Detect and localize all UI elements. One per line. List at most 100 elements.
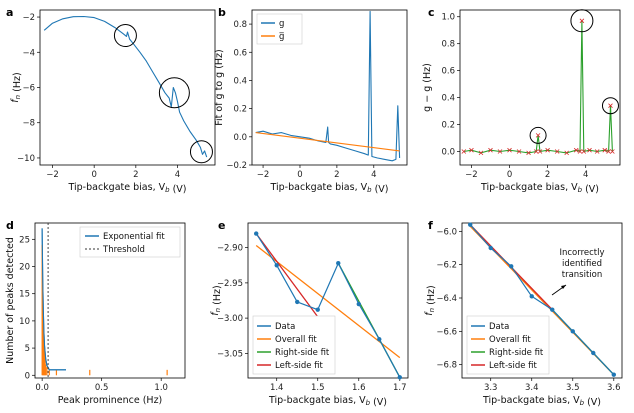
panel-letter: e [218,219,225,232]
x-tick-label: 3.5 [566,383,580,393]
y-tick-label: −2.95 [217,279,243,289]
x-marker [488,147,493,153]
legend-label: Overall fit [275,335,317,345]
plot-frame [251,9,408,166]
x-tick-label: 3.3 [484,383,498,393]
fit-line [255,233,319,318]
y-tick-label: 20 [19,263,30,273]
y-tick-label: 0.8 [233,20,247,30]
x-marker [545,147,550,153]
y-tick-label: 0.6 [441,67,455,77]
y-tick-label: 1.0 [441,13,455,23]
panel-c: −2 0 2 4 0.0 0.2 0.4 0.6 0.8 1.0 Tip-backgate bias… [422,6,621,195]
y-tick-label: −6 [22,84,35,94]
x-marker [577,149,583,154]
legend: Data Overall fit Right-side fit Left-side f… [466,315,550,375]
x-tick-label: 1.0 [154,383,168,393]
x-marker [594,149,600,154]
x-marker [516,149,522,154]
highlight-circle [113,24,137,48]
panel-letter: d [6,219,14,232]
y-tick-label: −6.0 [436,227,457,237]
x-tick-label: 4 [583,170,588,180]
y-tick-label: 0.0 [441,148,455,158]
y-tick-label: −6.4 [436,294,457,304]
y-tick-label: −8 [22,119,35,129]
data-point [529,294,534,299]
x-tick-label: 0 [91,170,96,180]
panel-b: −2 0 2 4 −0.2 0.0 0.2 0.4 0.6 0.8 Tip-backgate bia… [214,6,408,195]
data-point [274,263,279,268]
plot-frame [461,222,623,379]
data-point [295,299,300,305]
data-point [550,307,555,312]
legend-label: Right-side fit [275,348,330,358]
x-tick-label: −2 [257,170,270,180]
x-marker [497,149,503,154]
x-axis-label: Tip-backgate bias, Vb (V) [482,395,601,408]
y-tick-label: 5 [25,344,30,354]
y-tick-label: −2 [22,13,35,23]
legend-label: Left-side fit [275,361,324,371]
x-marker [554,149,560,154]
data-point [377,337,382,342]
x-marker [526,150,531,156]
legend-label: Overall fit [489,335,531,345]
x-marker [461,149,467,154]
x-tick-label: 0.5 [95,383,109,393]
panel-d: 0.0 0.5 1.0 0 5 10 15 20 25 Peak prominence (Hz) N… [5,219,186,406]
x-marker [533,149,539,154]
x-tick-label: 1.4 [270,383,284,393]
x-axis-label: Peak prominence (Hz) [58,395,163,406]
x-marker [564,150,569,156]
y-tick-label: 25 [19,235,30,245]
data-point [397,375,402,380]
y-tick-label: −3.05 [217,349,243,359]
plot-frame [34,222,186,379]
y-tick-label: −10 [17,154,35,164]
x-tick-label: −2 [46,170,59,180]
x-marker [537,149,543,154]
peak-circle [529,126,547,144]
x-tick-label: 3.6 [607,383,621,393]
y-tick-label: 0.4 [441,94,455,104]
panel-f: 3.3 3.4 3.5 3.6 −6.0 −6.2 −6.4 −6.6 −6.8 Tip-back… [424,219,623,408]
data-point [488,245,493,251]
series-line [255,132,400,152]
legend: Data Overall fit Right-side fit Left-side f… [252,315,336,375]
annotation-text: Incorrectly [559,248,604,258]
fit-line [255,244,401,359]
legend-box [256,13,303,45]
y-axis-label: fn (Hz) [10,72,23,102]
plot-frame [459,9,621,166]
y-tick-label: −6.2 [436,261,457,271]
legend-label: Exponential fit [103,232,165,242]
x-marker [587,147,592,153]
x-tick-label: 1.6 [352,383,366,393]
data-point [336,260,341,266]
legend: Exponential fit Threshold [79,226,181,258]
data-line [469,224,615,376]
x-tick-label: −2 [465,170,478,180]
data-line [255,233,401,378]
x-axis-label: Tip-backgate bias, Vb (V) [480,182,599,195]
x-marker [606,149,611,154]
data-point [356,301,361,307]
panel-letter: b [218,6,226,19]
data-point [315,307,320,312]
series-line [463,20,613,154]
y-tick-label: 0.2 [441,121,455,131]
legend-label: g [279,19,284,29]
series-line [255,10,401,162]
series-line [43,15,208,158]
annotation-text: transition [562,270,603,280]
x-tick-label: 0 [297,170,302,180]
y-tick-label: 10 [19,317,30,327]
data-point [509,264,514,269]
x-tick-label: 0 [507,170,512,180]
legend-box [79,226,181,258]
x-axis-label: Tip-backgate bias, Vb (V) [270,182,389,195]
y-tick-label: −0.2 [226,161,247,171]
data-point [591,350,596,356]
